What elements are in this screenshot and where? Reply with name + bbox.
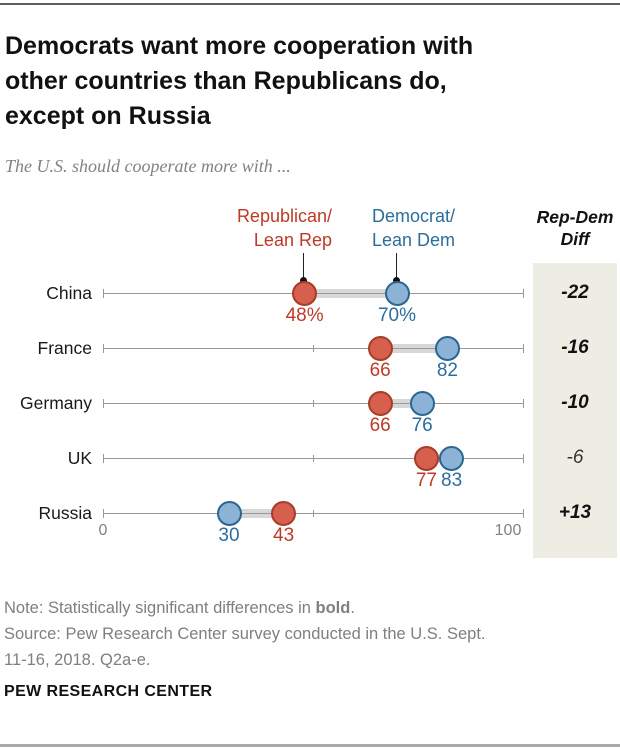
- axis-tick-max: [522, 508, 524, 518]
- axis-line: [103, 347, 523, 349]
- democrat-value-label: 70%: [377, 305, 417, 326]
- republican-dot: [292, 280, 318, 306]
- republican-value-label: 43: [273, 525, 295, 546]
- diff-value: -22: [561, 282, 589, 303]
- note-prefix: Note: Statistically significant differen…: [4, 599, 316, 617]
- title-line-1: Democrats want more cooperation with: [5, 32, 474, 60]
- legend-democrat-line-1: Democrat/: [372, 206, 456, 226]
- democrat-value-label: 83: [441, 470, 463, 491]
- diff-column-header: Rep-Dem Diff: [531, 206, 619, 250]
- source-text-line-2: 11-16, 2018. Q2a-e.: [4, 651, 151, 669]
- axis-line: [103, 457, 523, 459]
- democrat-value-label: 76: [411, 415, 433, 436]
- diff-value: -10: [561, 392, 589, 413]
- axis-line: [103, 402, 523, 404]
- legend-democrat-line-2: Lean Dem: [372, 230, 456, 250]
- chart-title: Democrats want more cooperation with oth…: [5, 29, 605, 134]
- legend-republican-line-2: Lean Rep: [253, 230, 332, 250]
- legend-republican: Republican/ Lean Rep: [152, 204, 332, 252]
- axis-label-max: 100: [494, 522, 522, 539]
- democrat-dot: [409, 390, 435, 416]
- source-text-line-1: Source: Pew Research Center survey condu…: [4, 625, 486, 643]
- republican-dot: [367, 335, 393, 361]
- top-rule: [0, 3, 620, 5]
- legend-pointer-line-democrat: [396, 253, 397, 279]
- axis-tick-max: [522, 398, 524, 408]
- legend-democrat: Democrat/ Lean Dem: [372, 204, 522, 252]
- legend-pointer-line-republican: [303, 253, 304, 279]
- country-label: Russia: [38, 503, 93, 523]
- diff-value: +13: [558, 502, 592, 523]
- diff-header-line-2: Diff: [560, 229, 590, 249]
- note-text: Note: Statistically significant differen…: [4, 595, 564, 621]
- chart-subtitle: The U.S. should cooperate more with ...: [5, 156, 291, 176]
- legend-republican-line-1: Republican/: [236, 206, 332, 226]
- axis-label-min: 0: [98, 522, 108, 539]
- brand-label: PEW RESEARCH CENTER: [4, 683, 213, 700]
- republican-value-label: 77: [415, 470, 437, 491]
- diff-value: -16: [561, 337, 589, 358]
- axis-line: [103, 512, 523, 514]
- republican-value-label: 66: [369, 360, 391, 381]
- democrat-value-label: 30: [218, 525, 240, 546]
- axis-tick-max: [522, 343, 524, 353]
- democrat-dot: [434, 335, 460, 361]
- democrat-dot: [216, 500, 242, 526]
- democrat-dot: [439, 445, 465, 471]
- country-label: Germany: [20, 393, 92, 413]
- diff-header-line-1: Rep-Dem: [536, 207, 614, 227]
- diff-value: -6: [566, 447, 584, 468]
- diff-column-panel: [533, 263, 617, 558]
- title-line-2: other countries than Republicans do,: [5, 67, 447, 95]
- republican-value-label: 48%: [285, 305, 324, 326]
- country-label: France: [37, 338, 92, 358]
- axis-tick-max: [522, 288, 524, 298]
- republican-dot: [367, 390, 393, 416]
- democrat-value-label: 82: [436, 360, 458, 381]
- democrat-dot: [384, 280, 410, 306]
- note-suffix: .: [350, 599, 355, 617]
- note-bold-word: bold: [315, 599, 351, 617]
- axis-tick-max: [522, 453, 524, 463]
- republican-dot: [271, 500, 297, 526]
- country-label: China: [46, 283, 92, 303]
- country-label: UK: [67, 448, 92, 468]
- republican-value-label: 66: [369, 415, 391, 436]
- republican-dot: [413, 445, 439, 471]
- title-line-3: except on Russia: [5, 102, 211, 130]
- bottom-rule: [0, 744, 620, 747]
